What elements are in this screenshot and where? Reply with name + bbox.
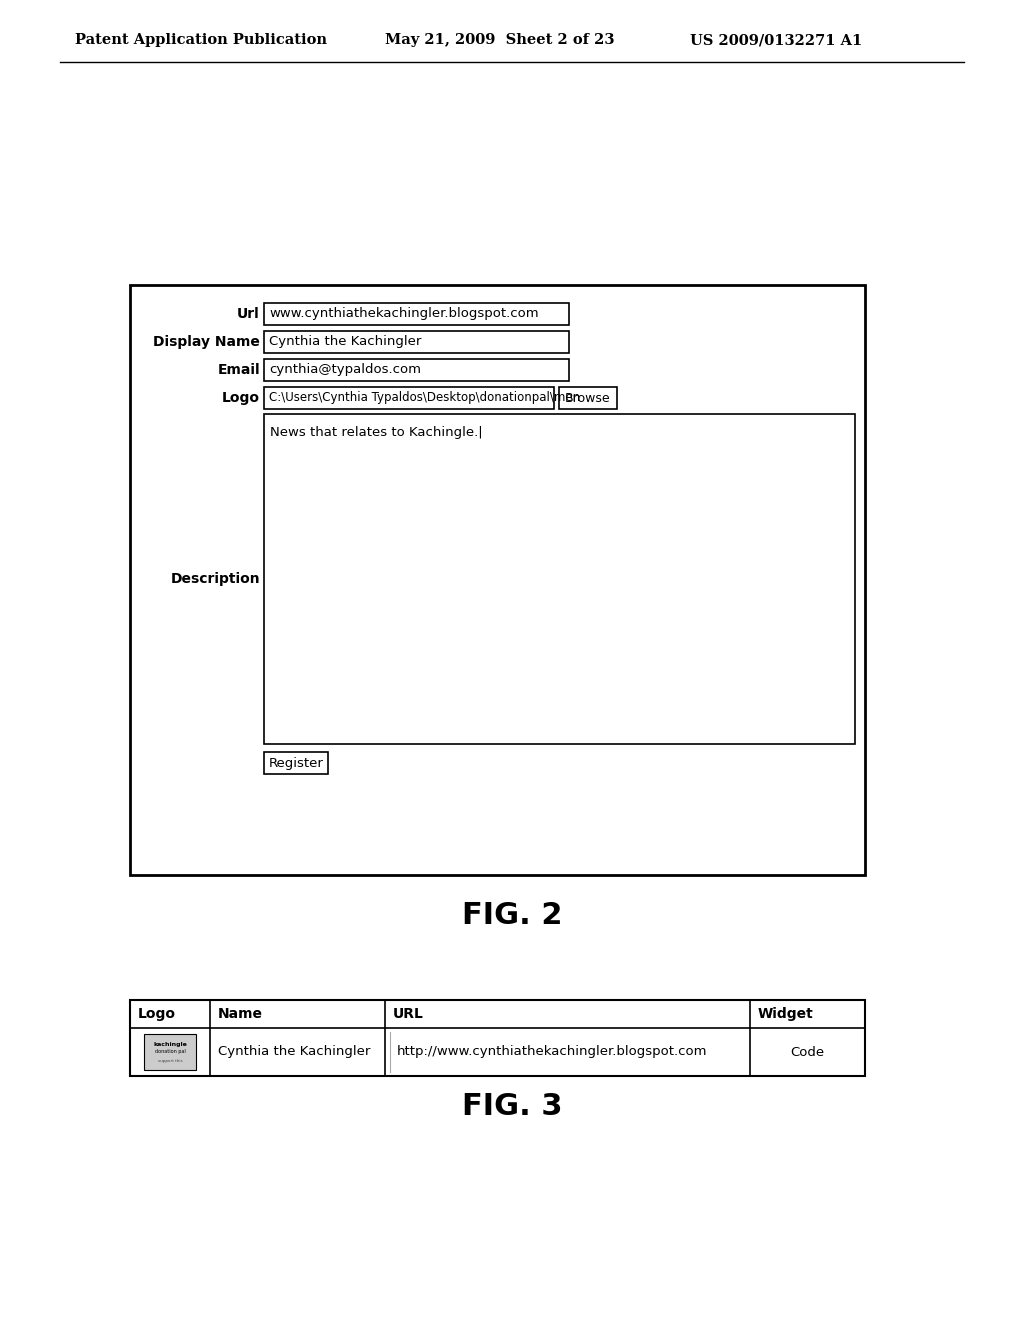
Text: Cynthia the Kachingler: Cynthia the Kachingler	[269, 335, 421, 348]
Bar	[559, 387, 617, 409]
Text: News that relates to Kachingle.|: News that relates to Kachingle.|	[270, 426, 482, 440]
Text: Cynthia the Kachingler: Cynthia the Kachingler	[218, 1045, 371, 1059]
Text: kachingle: kachingle	[153, 1041, 187, 1047]
Text: http://www.cynthiathekachingler.blogspot.com: http://www.cynthiathekachingler.blogspot…	[397, 1045, 708, 1059]
Text: Code: Code	[791, 1045, 824, 1059]
Text: URL: URL	[393, 1007, 424, 1020]
Text: Register: Register	[268, 756, 324, 770]
Text: Url: Url	[238, 308, 260, 321]
Bar	[264, 304, 569, 325]
Bar	[130, 1001, 865, 1076]
Text: Logo: Logo	[138, 1007, 176, 1020]
Bar	[130, 285, 865, 875]
Text: May 21, 2009  Sheet 2 of 23: May 21, 2009 Sheet 2 of 23	[385, 33, 614, 48]
Text: support this: support this	[158, 1059, 182, 1063]
Text: Description: Description	[170, 572, 260, 586]
Text: FIG. 2: FIG. 2	[462, 902, 562, 931]
Text: Name: Name	[218, 1007, 263, 1020]
Bar	[264, 414, 855, 744]
Text: C:\Users\Cynthia Typaldos\Desktop\donationpal\men: C:\Users\Cynthia Typaldos\Desktop\donati…	[269, 392, 581, 404]
Bar	[264, 387, 554, 409]
Bar	[144, 1034, 196, 1071]
Bar	[264, 752, 328, 774]
Text: Widget: Widget	[758, 1007, 814, 1020]
Text: FIG. 3: FIG. 3	[462, 1092, 562, 1121]
Text: cynthia@typaldos.com: cynthia@typaldos.com	[269, 363, 421, 376]
Text: US 2009/0132271 A1: US 2009/0132271 A1	[690, 33, 862, 48]
Text: Logo: Logo	[222, 391, 260, 405]
Bar	[264, 359, 569, 381]
Text: Browse: Browse	[565, 392, 610, 404]
Text: Patent Application Publication: Patent Application Publication	[75, 33, 327, 48]
Text: Display Name: Display Name	[154, 335, 260, 348]
Text: donation pal: donation pal	[155, 1049, 185, 1055]
Text: Email: Email	[217, 363, 260, 378]
Bar	[264, 331, 569, 352]
Text: www.cynthiathekachingler.blogspot.com: www.cynthiathekachingler.blogspot.com	[269, 308, 539, 321]
